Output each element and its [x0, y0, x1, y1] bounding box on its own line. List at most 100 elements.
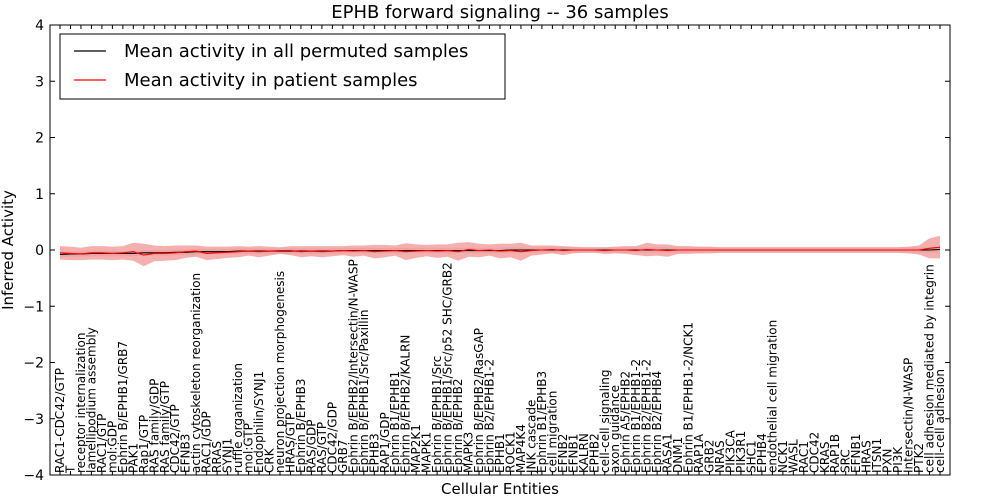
- legend: Mean activity in all permuted samples Me…: [59, 33, 506, 100]
- x-tick-label: MAP4K4: [514, 424, 528, 473]
- x-axis-label: Cellular Entities: [441, 480, 559, 498]
- x-tick-label: mol:GDP: [105, 421, 119, 473]
- x-tick-label: SRC: [839, 449, 853, 473]
- x-tick-label: Rap1/GTP: [137, 415, 151, 473]
- x-tick-label: RAP1/GDP: [378, 412, 392, 473]
- x-tick-label: Ephrin B/EPHB2/Intersectin/N-WASP: [346, 259, 360, 473]
- x-tick-label: EPHB4: [755, 433, 769, 473]
- x-tick-label: EPHB3: [367, 433, 381, 473]
- x-tick-label: RAS/GDP: [304, 420, 318, 474]
- x-tick-label: Ephrin B/EPHB3: [294, 379, 308, 473]
- x-tick-label: DNM1: [671, 437, 685, 473]
- x-tick-label: KRAS: [818, 441, 832, 473]
- legend-label-permuted: Mean activity in all permuted samples: [124, 41, 468, 62]
- x-tick-label: EPHB2: [587, 433, 601, 473]
- x-tick-label: HRAS/GTP: [284, 413, 298, 473]
- x-tick-label: RAS family/GDP: [147, 379, 161, 473]
- x-tick-label: PIK3R1: [734, 431, 748, 473]
- x-tick-label: MAPK1: [420, 432, 434, 473]
- x-tick-label: RAC1/GDP: [200, 411, 214, 473]
- x-tick-label: PIK3CA: [724, 429, 738, 473]
- x-tick-label: endothelial cell migration: [765, 320, 779, 473]
- x-tick-label: EFNB1: [849, 434, 863, 473]
- x-tick-label: cell-cell adhesion: [933, 369, 947, 473]
- x-tick-label: SYNJ1: [221, 438, 235, 473]
- x-tick-label: Ephrin B2/EPHB4: [650, 371, 664, 473]
- x-tick-label: CRK: [263, 447, 277, 473]
- legend-box: [59, 33, 506, 100]
- x-tick-label: RRAS: [210, 441, 224, 473]
- x-tick-label: RAC1: [797, 441, 811, 473]
- x-tick-label: Ephrin B2/EPHB1-2: [483, 359, 497, 473]
- x-tick-label: ITSN1: [870, 438, 884, 473]
- y-tick-label: −2: [23, 356, 44, 372]
- y-tick-label: −4: [23, 468, 44, 484]
- series-lines: [59, 246, 941, 256]
- x-tick-label: Ephrin A5/EPHB2: [619, 371, 633, 473]
- x-tick-label: Ephrin B/EPHB1/Src/p52 SHC/GRB2: [441, 262, 455, 473]
- x-tick-label: Ephrin B/EPHB2/KALRN: [399, 335, 413, 473]
- x-tick-label: Ephrin B1/EPHB1-2/NCK1: [682, 322, 696, 473]
- x-tick-label: CDC42: [807, 432, 821, 473]
- x-tick-label: CDC42/GTP: [168, 404, 182, 473]
- x-tick-label: actin cytoskeleton reorganization: [189, 273, 203, 473]
- x-tick-label: Ephrin B/EPHB1/Src: [430, 356, 444, 473]
- y-tick-label: 1: [35, 187, 44, 203]
- x-tick-label: RAC1-CDC42/GTP: [53, 368, 67, 473]
- x-tick-label: JNK cascade: [524, 400, 538, 474]
- y-axis: −4 −3 −2 −1 0 1 2 3 4: [23, 18, 950, 484]
- x-tick-label: receptor internalization: [74, 333, 88, 473]
- x-tick-label: EFNB3: [179, 434, 193, 473]
- x-tick-label: lamellipodium assembly: [84, 327, 98, 473]
- x-tick-label: T: [64, 465, 78, 474]
- x-tick-label: Ephrin B/EPHB1/GRB7: [116, 341, 130, 473]
- y-axis-label: Inferred Activity: [0, 190, 17, 310]
- x-tick-label: Ephrin B1/EPHB1-2: [629, 359, 643, 473]
- x-tick-label: GRB2: [703, 439, 717, 473]
- y-tick-label: 3: [35, 74, 44, 90]
- y-tick-label: 2: [35, 131, 44, 147]
- x-tick-label: axon guidance: [608, 385, 622, 473]
- x-tick-label: Ephrin B/EPHB2: [451, 379, 465, 473]
- x-tick-label: PI3K: [891, 446, 905, 473]
- y-tick-label: −1: [23, 299, 44, 315]
- x-tick-label: RAS/GTP: [315, 422, 329, 473]
- x-tick-label: EFNB2: [556, 434, 570, 473]
- x-tick-label: cell adhesion mediated by integrin: [923, 264, 937, 473]
- x-tick-label: neuron projection morphogenesis: [273, 271, 287, 473]
- x-tick-label: RAP1A: [692, 433, 706, 473]
- x-tick-label: HRAS: [860, 440, 874, 473]
- y-tick-label: −3: [23, 412, 44, 428]
- x-tick-label: PXN: [881, 449, 895, 473]
- x-tick-label: Ephrin B1/EPHB3: [535, 371, 549, 473]
- x-tick-label: KALRN: [577, 433, 591, 473]
- x-tick-label: EFNB1: [566, 434, 580, 473]
- y-tick-label: 4: [35, 18, 44, 34]
- plot-frame: [49, 24, 951, 476]
- x-tick-label: Ephrin B/EPHB2/RasGAP: [472, 328, 486, 473]
- x-tick-label: RAP1B: [828, 434, 842, 473]
- x-tick-label: SHC1: [744, 440, 758, 473]
- x-tick-label: EPHB1: [493, 433, 507, 473]
- x-tick-label: GRB7: [336, 439, 350, 473]
- x-tick-label: PTK2: [912, 443, 926, 473]
- series-line-patient: [59, 246, 941, 256]
- x-tick-label: ROCK1: [504, 431, 518, 473]
- x-tick-label: WASL: [786, 439, 800, 473]
- x-tick-label: RASA1: [661, 433, 675, 473]
- x-tick-label: Ephrin B2/EPHB1-2: [640, 359, 654, 473]
- x-tick-label: PAK1: [126, 443, 140, 473]
- x-tick-label: cell migration: [545, 391, 559, 473]
- x-tick-label: cell-cell signaling: [598, 370, 612, 474]
- x-tick-label: Endophilin/SYNJ1: [252, 371, 266, 473]
- x-tick-label: Ephrin B1/EPHB1: [388, 371, 402, 473]
- legend-label-patient: Mean activity in patient samples: [124, 70, 418, 91]
- y-tick-label: 0: [35, 243, 44, 259]
- x-tick-label: RAS family/GTP: [158, 381, 172, 473]
- x-tick-label: RAC1/GTP: [95, 414, 109, 473]
- x-tick-label: MAPK3: [462, 432, 476, 473]
- x-tick-label: Ephrin B/EPHB1/Src/Paxillin: [357, 309, 371, 473]
- chart-title: EPHB forward signaling -- 36 samples: [331, 2, 669, 23]
